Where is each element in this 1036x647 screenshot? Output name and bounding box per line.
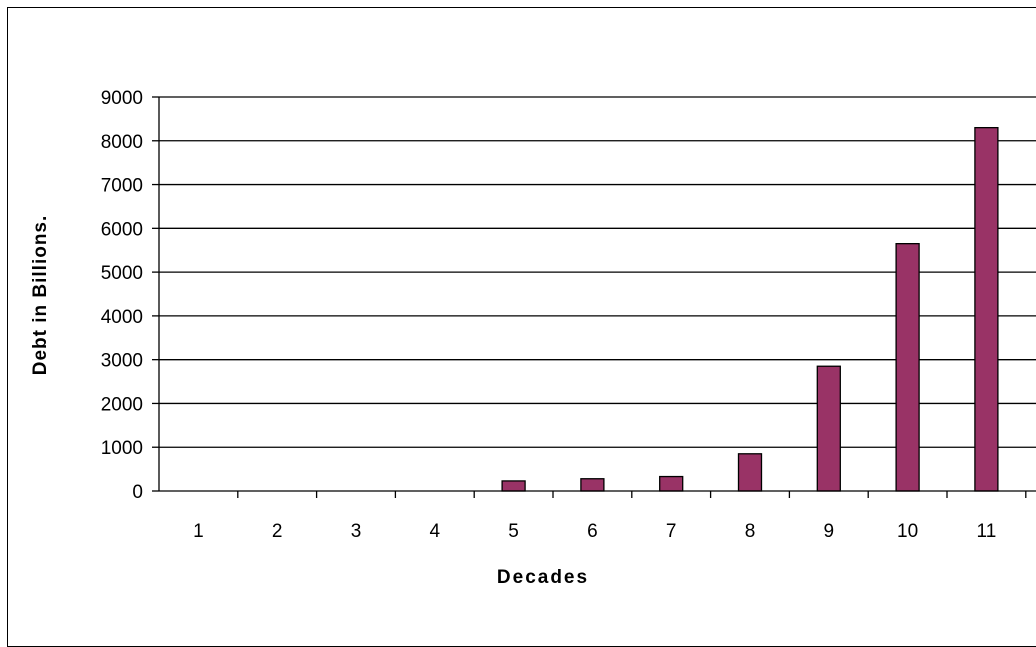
y-tick-label: 9000	[101, 88, 143, 109]
x-tick-label: 5	[508, 521, 519, 542]
y-tick-label: 3000	[101, 351, 143, 372]
gridlines	[159, 96, 1036, 448]
y-tick-label: 7000	[101, 176, 143, 197]
bars	[501, 126, 999, 492]
axes	[152, 96, 1036, 498]
bar-11	[974, 126, 999, 492]
y-tick-label: 8000	[101, 132, 143, 153]
bar-9	[816, 365, 841, 492]
x-tick-label: 8	[745, 521, 756, 542]
x-tick-label: 2	[272, 521, 283, 542]
y-tick-labels: 0 1000 2000 3000 4000 5000 6000 7000 8000 9000	[101, 88, 143, 503]
bar-6	[580, 478, 605, 492]
x-tick-label: 1	[193, 521, 204, 542]
bar-5	[501, 480, 526, 492]
bar-8	[737, 453, 763, 492]
x-tick-label: 3	[351, 521, 362, 542]
x-tick-label: 6	[587, 521, 598, 542]
y-tick-label: 1000	[101, 438, 143, 459]
y-tick-label: 5000	[101, 263, 143, 284]
x-tick-labels: 1 2 3 4 5 6 7 8 9 10 11	[193, 521, 996, 542]
y-tick-label: 0	[132, 482, 143, 503]
debt-bar-chart: 0 1000 2000 3000 4000 5000 6000 7000 8000 9000 1 2…	[30, 88, 1036, 588]
chart-frame	[7, 7, 1036, 647]
bar-7	[659, 475, 684, 492]
y-axis-title: Debt in Billions.	[30, 215, 51, 376]
bar-10	[895, 243, 920, 492]
y-tick-label: 2000	[101, 394, 143, 415]
y-tick-label: 4000	[101, 307, 143, 328]
x-tick-label: 4	[430, 521, 441, 542]
x-tick-label: 7	[666, 521, 677, 542]
y-tick-label: 6000	[101, 219, 143, 240]
x-axis-title: Decades	[497, 567, 589, 588]
x-tick-label: 11	[977, 521, 997, 542]
x-tick-label: 9	[824, 521, 835, 542]
x-tick-label: 10	[897, 521, 918, 542]
